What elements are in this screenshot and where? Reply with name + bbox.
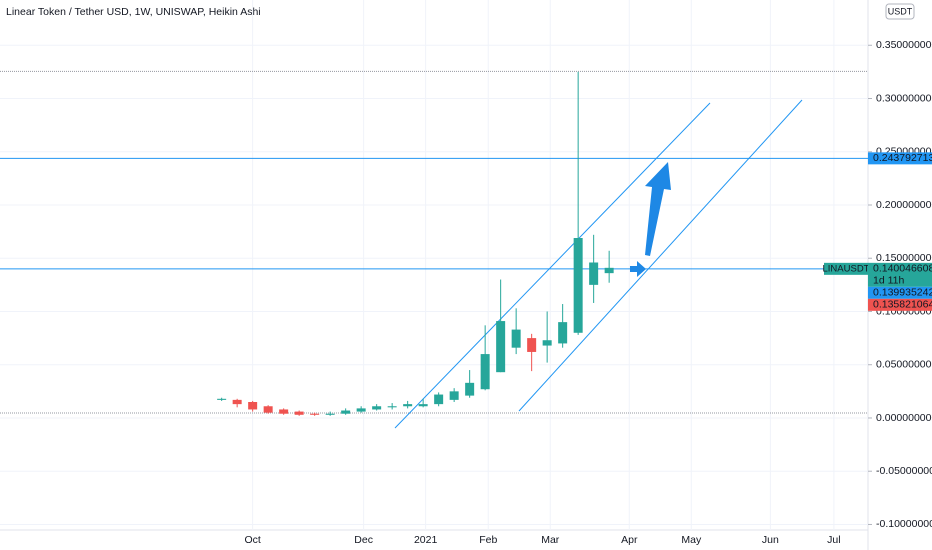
y-tick-label: 0.3500000000 bbox=[876, 39, 932, 51]
candle-body bbox=[403, 404, 413, 407]
candle-body bbox=[589, 262, 599, 285]
candle-body bbox=[511, 329, 521, 348]
candle-body bbox=[573, 238, 583, 333]
candle-body bbox=[418, 404, 428, 407]
candle-body bbox=[434, 394, 444, 405]
chart-title: Linear Token / Tether USD, 1W, UNISWAP, … bbox=[6, 6, 261, 18]
channel-upper bbox=[394, 102, 711, 429]
marker-label: 0.1358210645 bbox=[873, 299, 932, 311]
y-tick-label: 0.1500000000 bbox=[876, 252, 932, 264]
right-arrow bbox=[630, 261, 646, 277]
x-tick-label: Jul bbox=[827, 534, 840, 546]
candle-body bbox=[248, 401, 258, 410]
candle-body bbox=[604, 267, 614, 274]
last-price-box bbox=[868, 262, 932, 287]
candle-body bbox=[372, 406, 382, 410]
x-tick-label: Feb bbox=[479, 534, 497, 546]
candle-body bbox=[341, 410, 351, 414]
candle-body bbox=[387, 406, 397, 408]
channel-lower bbox=[518, 99, 803, 412]
symbol-box bbox=[824, 262, 868, 275]
x-tick-label: Mar bbox=[541, 534, 560, 546]
candle-body bbox=[542, 340, 552, 346]
y-tick-label: -0.1000000000 bbox=[876, 518, 932, 530]
grid bbox=[0, 0, 868, 530]
candle-body bbox=[310, 413, 320, 415]
up-arrow bbox=[645, 162, 671, 256]
y-tick-label: -0.0500000000 bbox=[876, 465, 932, 477]
last-price-label: 0.1400466083 bbox=[873, 263, 932, 275]
x-tick-label: Jun bbox=[762, 534, 779, 546]
countdown-label: 1d 11h bbox=[873, 275, 904, 287]
x-tick-label: 2021 bbox=[414, 534, 438, 546]
y-tick-label: 0.3000000000 bbox=[876, 92, 932, 104]
currency-label[interactable]: USDT bbox=[888, 6, 913, 16]
candle-body bbox=[294, 411, 304, 415]
candle-body bbox=[496, 321, 506, 373]
marker-label: 0.1399352421 bbox=[873, 287, 932, 299]
y-tick-label: 0.0500000000 bbox=[876, 359, 932, 371]
candle-body bbox=[480, 354, 490, 390]
candle-body bbox=[263, 406, 273, 413]
candle-body bbox=[217, 398, 227, 400]
marker-box bbox=[868, 286, 932, 299]
candle-body bbox=[527, 338, 537, 352]
y-tick-label: 0.0000000000 bbox=[876, 412, 932, 424]
candle-body bbox=[279, 409, 289, 414]
plot-area bbox=[217, 71, 803, 429]
candle-body bbox=[558, 322, 568, 344]
symbol-label: LINAUSDT bbox=[823, 263, 870, 274]
candle-body bbox=[356, 408, 366, 412]
candle-body bbox=[465, 382, 475, 396]
price-label-box bbox=[868, 152, 932, 165]
x-tick-label: May bbox=[681, 534, 702, 546]
x-tick-label: Dec bbox=[354, 534, 373, 546]
x-tick-label: Oct bbox=[244, 534, 260, 546]
candle-body bbox=[232, 399, 242, 405]
y-tick-label: 0.2000000000 bbox=[876, 199, 932, 211]
candle-body bbox=[325, 413, 335, 415]
candle-body bbox=[449, 391, 459, 400]
price-label: 0.2437927130 bbox=[873, 152, 932, 164]
currency-button[interactable] bbox=[885, 3, 915, 20]
marker-box bbox=[868, 298, 932, 311]
x-tick-label: Apr bbox=[621, 534, 638, 546]
